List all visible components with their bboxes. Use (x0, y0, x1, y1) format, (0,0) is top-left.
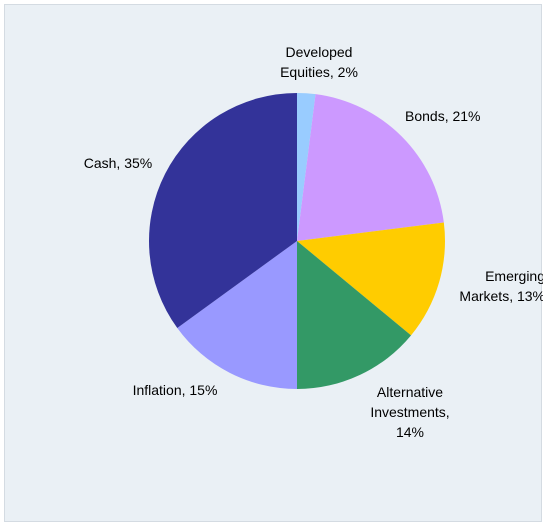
pie-slice-2 (297, 222, 445, 336)
pie-labels: Developed Equities, 2% Bonds, 21% Emerging M… (84, 44, 543, 440)
slice-label-4: Inflation, 15% (133, 382, 218, 398)
slice-label-1: Bonds, 21% (405, 108, 481, 124)
slice-label-2: Emerging Markets, 13% (459, 268, 543, 304)
slice-label-3: Alternative Investments, 14% (370, 384, 449, 440)
pie-slice-5 (149, 93, 297, 328)
pie-slices (149, 93, 445, 390)
pie-slice-1 (297, 94, 444, 241)
chart-area: Developed Equities, 2% Bonds, 21% Emerging M… (4, 4, 543, 522)
slice-label-0: Developed Equities, 2% (280, 44, 358, 80)
pie-slice-3 (297, 241, 412, 390)
pie-slice-4 (177, 241, 297, 389)
pie-chart: Developed Equities, 2% Bonds, 21% Emerging M… (84, 44, 543, 440)
pie-slice-0 (297, 93, 316, 241)
slice-label-5: Cash, 35% (84, 155, 152, 171)
